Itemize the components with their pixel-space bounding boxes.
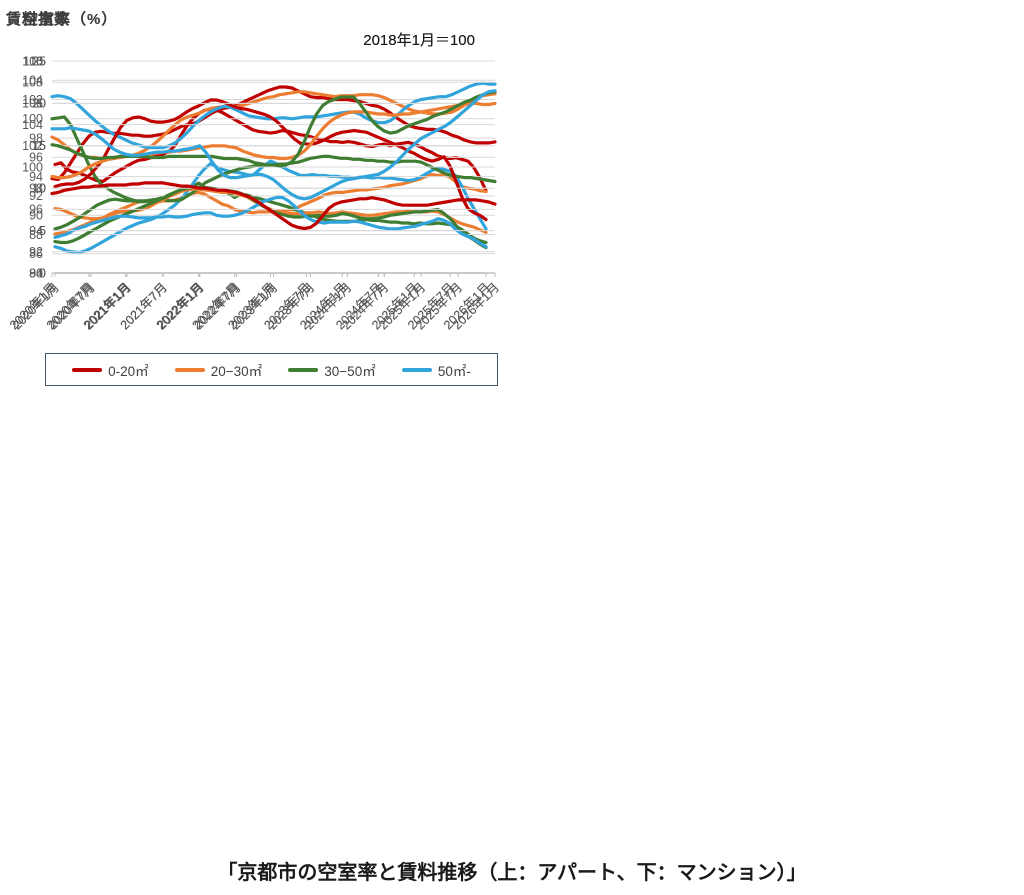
series-line-0-20㎡ xyxy=(50,181,497,231)
series-line-50㎡- xyxy=(53,159,488,255)
y-axis-tick-label: 90 xyxy=(29,209,43,223)
y-axis-tick-label: 84 xyxy=(29,266,43,280)
y-axis-tick-label: 96 xyxy=(29,203,43,217)
legend-swatch xyxy=(174,367,205,372)
y-axis-tick-label: 94 xyxy=(29,224,43,238)
y-axis-tick-label: 20 xyxy=(32,97,46,111)
legend-swatch xyxy=(288,367,319,372)
y-axis-tick-label: 92 xyxy=(29,245,43,259)
figure-caption: 「京都市の空室率と賃料推移（上：アパート、下：マンション）」 xyxy=(217,862,807,884)
y-axis-tick-label: 106 xyxy=(22,97,43,111)
y-axis-tick-label: 98 xyxy=(29,182,43,196)
chart-title: 空室率（%） xyxy=(23,11,118,28)
series-line-0-20㎡ xyxy=(50,85,497,182)
chart-subtitle: 2018年1月＝100 xyxy=(363,32,475,49)
y-axis-tick-label: 15 xyxy=(32,139,46,153)
series-line-0-20㎡ xyxy=(53,98,488,222)
legend-box: 0-20㎡ 20−30㎡ 30−50㎡ 50㎡- xyxy=(45,353,498,386)
y-axis-tick-label: 102 xyxy=(22,93,43,107)
legend-item: 20−30㎡ xyxy=(174,360,263,380)
y-axis-tick-label: 10 xyxy=(32,182,46,196)
y-axis-tick-label: 98 xyxy=(29,131,43,145)
y-axis-tick-label: 110 xyxy=(23,54,43,68)
y-axis-tick-label: 108 xyxy=(22,76,43,90)
y-axis-tick-label: 92 xyxy=(29,189,43,203)
legend-swatch xyxy=(401,367,432,372)
legend-item: 50㎡- xyxy=(401,360,471,380)
mansion-rent-chart: 90929496981001021041061081102020年1月2020年… xyxy=(7,54,502,332)
y-axis-tick-label: 5 xyxy=(39,224,46,238)
legend-item: 0-20㎡ xyxy=(72,360,149,380)
mansion-rent-panel: 賃料指数 2018年1月＝100 90 92 94 96 98 100 102 104 106 1… xyxy=(0,0,512,425)
y-axis-tick-label: 104 xyxy=(22,118,43,132)
y-axis-tick-label: 5 xyxy=(39,224,46,238)
y-axis-tick-label: 88 xyxy=(29,228,43,242)
y-axis-tick-label: 90 xyxy=(29,266,43,280)
y-axis-tick-label: 10 xyxy=(32,182,46,196)
y-axis-tick-label: 94 xyxy=(29,170,43,184)
y-axis-tick-label: 102 xyxy=(22,139,43,153)
series-line-30−50㎡ xyxy=(50,90,497,168)
y-axis-tick-label: 86 xyxy=(29,247,43,261)
y-axis-tick-label: 0 xyxy=(39,266,46,280)
y-axis-tick-label: 96 xyxy=(29,151,43,165)
y-axis-tick-label: 25 xyxy=(32,54,46,68)
legend-swatch xyxy=(72,367,103,372)
series-line-50㎡- xyxy=(53,195,488,249)
series-line-50㎡- xyxy=(50,89,497,201)
legend-label: 20−30㎡ xyxy=(210,363,263,379)
y-axis-tick-label: 0 xyxy=(39,266,46,280)
chart-title: 賃料指数 xyxy=(6,11,71,28)
y-axis-tick-label: 25 xyxy=(32,54,46,68)
y-axis-tick-label: 15 xyxy=(32,139,46,153)
legend-label: 0-20㎡ xyxy=(108,363,149,379)
legend-label: 30−50㎡ xyxy=(324,363,376,379)
y-axis-tick-label: 100 xyxy=(22,112,43,126)
y-axis-tick-label: 100 xyxy=(22,160,43,174)
legend-item: 30−50㎡ xyxy=(288,360,376,380)
legend-label: 50㎡- xyxy=(437,363,471,379)
chart-subtitle: 2018年1月＝100 xyxy=(363,32,475,49)
y-axis-tick-label: 104 xyxy=(22,74,43,88)
y-axis-tick-label: 20 xyxy=(32,97,46,111)
chart-title: 空室率（%） xyxy=(23,11,118,28)
chart-title: 賃料指数 xyxy=(6,11,71,28)
series-line-30−50㎡ xyxy=(53,181,488,245)
y-axis-tick-label: 106 xyxy=(22,54,43,68)
